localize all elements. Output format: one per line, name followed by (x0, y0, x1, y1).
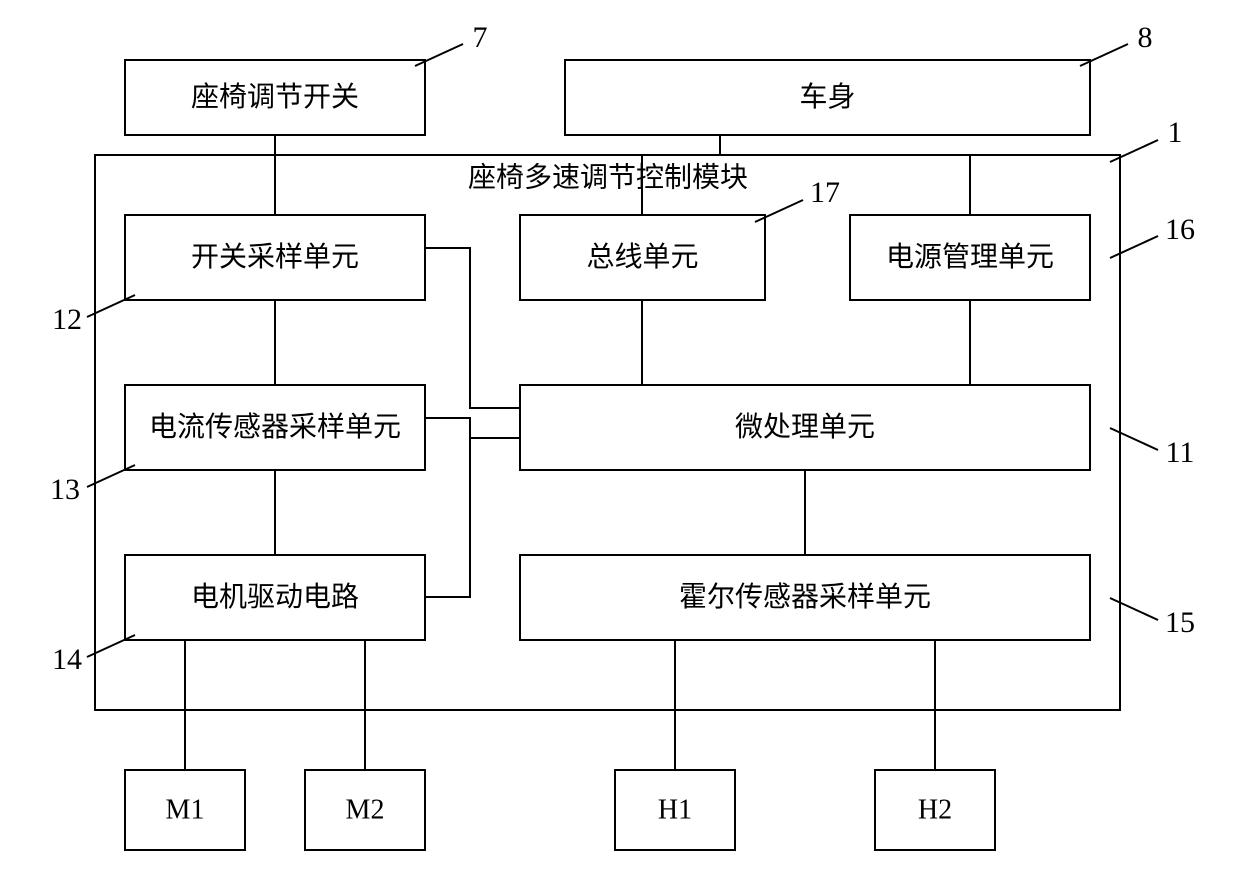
block-label-m1: M1 (166, 794, 205, 825)
callout-num-8: 8 (1138, 21, 1153, 54)
block-diagram: 座椅多速调节控制模块 座椅调节开关 车身开关采样单元 总线单元 电源管理单元电流传感器… (0, 0, 1240, 878)
module-title: 座椅多速调节控制模块 (468, 161, 748, 193)
callout-num-16: 16 (1165, 213, 1195, 246)
block-label-seat_switch: 座椅调节开关 (191, 81, 359, 113)
block-label-h2: H2 (918, 794, 952, 825)
block-label-switch_unit: 开关采样单元 (191, 241, 359, 273)
block-label-h1: H1 (658, 794, 692, 825)
callout-num-7: 7 (473, 21, 488, 54)
callout-num-11: 11 (1166, 436, 1195, 469)
block-label-power_unit: 电源管理单元 (886, 241, 1054, 273)
callout-num-13: 13 (50, 473, 80, 506)
callout-line-7 (415, 44, 463, 66)
callout-line-1 (1110, 140, 1158, 162)
block-label-hall_unit: 霍尔传感器采样单元 (679, 581, 931, 613)
block-label-m2: M2 (346, 794, 385, 825)
block-label-curr_unit: 电流传感器采样单元 (149, 411, 401, 443)
block-label-bus_unit: 总线单元 (586, 241, 698, 273)
callout-num-1: 1 (1168, 116, 1183, 149)
callout-line-8 (1080, 44, 1128, 66)
block-label-motor_drv: 电机驱动电路 (191, 581, 359, 613)
callout-num-15: 15 (1165, 606, 1195, 639)
block-label-body: 车身 (799, 81, 855, 113)
callout-num-17: 17 (810, 176, 840, 209)
block-label-mcu: 微处理单元 (735, 411, 875, 443)
callout-num-14: 14 (52, 643, 82, 676)
callout-num-12: 12 (52, 303, 82, 336)
